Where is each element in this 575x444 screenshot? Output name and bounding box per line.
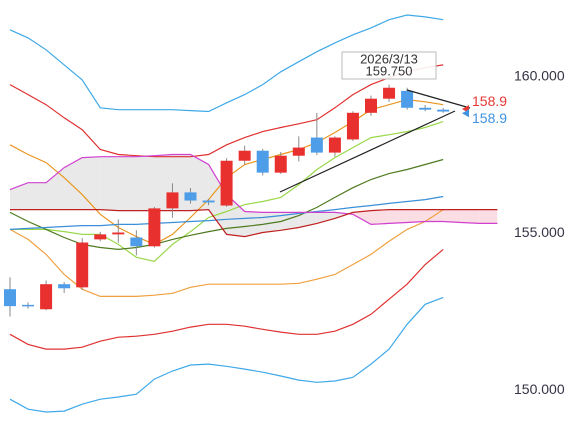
candle-body bbox=[202, 200, 215, 203]
candle-body bbox=[365, 98, 377, 113]
indicator-line bbox=[9, 195, 444, 230]
cloud bbox=[389, 209, 408, 224]
candle-body bbox=[130, 237, 143, 247]
y-tick-label: 150.000 bbox=[514, 381, 565, 397]
tooltip-value: 159.750 bbox=[366, 63, 413, 78]
candle-body bbox=[419, 107, 432, 110]
candle-body bbox=[22, 304, 35, 307]
candle-body bbox=[292, 147, 305, 156]
cloud bbox=[100, 156, 119, 211]
price-label: 158.9 bbox=[472, 110, 507, 126]
cloud bbox=[136, 155, 155, 211]
candle-body bbox=[4, 289, 16, 307]
candle-body bbox=[328, 137, 341, 153]
indicator-line bbox=[9, 296, 444, 413]
candle-body bbox=[148, 208, 161, 247]
y-tick-label: 155.000 bbox=[514, 224, 565, 240]
tooltip-date: 2026/3/13 bbox=[360, 51, 418, 66]
candle-body bbox=[256, 150, 269, 173]
cloud bbox=[46, 167, 65, 210]
trend-line bbox=[406, 89, 471, 109]
candle-body bbox=[346, 112, 359, 140]
indicator-line bbox=[9, 248, 444, 350]
cloud bbox=[407, 209, 426, 223]
y-tick-label: 160.000 bbox=[514, 67, 565, 83]
cloud bbox=[479, 209, 498, 224]
cloud bbox=[461, 209, 480, 224]
indicator-line bbox=[9, 14, 444, 113]
indicator-line bbox=[9, 64, 444, 158]
plot bbox=[4, 14, 498, 413]
indicator-line bbox=[9, 153, 498, 226]
cloud bbox=[10, 182, 29, 210]
cloud bbox=[316, 212, 335, 224]
cloud bbox=[352, 210, 371, 225]
trend-line bbox=[279, 110, 456, 193]
candle-body bbox=[58, 284, 71, 289]
cloud bbox=[371, 209, 390, 225]
candle-body bbox=[184, 192, 197, 201]
candle-body bbox=[437, 109, 450, 112]
candle-body bbox=[94, 234, 107, 240]
candle-body bbox=[220, 160, 233, 206]
cloud bbox=[64, 157, 83, 210]
tooltip-box bbox=[341, 51, 437, 80]
indicator-line bbox=[10, 121, 444, 262]
candle-body bbox=[274, 155, 287, 173]
candle-body bbox=[310, 137, 323, 153]
candle-body bbox=[383, 87, 396, 99]
cloud bbox=[82, 156, 101, 210]
candle-body bbox=[112, 232, 125, 235]
candle-body bbox=[238, 150, 251, 161]
candle-body bbox=[40, 284, 53, 310]
cloud bbox=[443, 209, 462, 223]
cloud bbox=[118, 156, 137, 211]
cloud bbox=[298, 212, 317, 228]
indicator-line bbox=[10, 208, 498, 238]
candle-body bbox=[76, 242, 89, 288]
cloud bbox=[28, 182, 47, 210]
candle-body bbox=[401, 90, 414, 108]
cloud bbox=[208, 164, 227, 235]
price-marker bbox=[462, 109, 469, 118]
candle-body bbox=[166, 192, 179, 209]
price-label: 158.9 bbox=[472, 93, 507, 109]
